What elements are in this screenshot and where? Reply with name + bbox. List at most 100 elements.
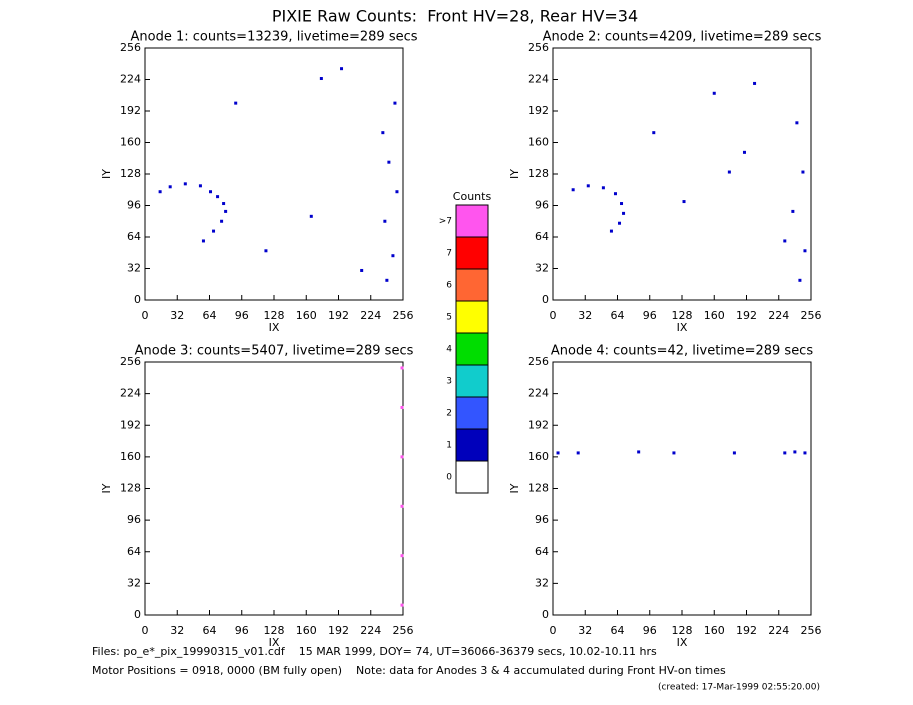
count-pixel	[224, 209, 228, 213]
count-pixel	[783, 239, 787, 243]
count-pixel	[216, 195, 220, 199]
colorbar-label: 0	[446, 473, 452, 483]
y-axis-label: IY	[508, 169, 521, 179]
footer-created: (created: 17-Mar-1999 02:55:20.00)	[658, 683, 820, 693]
x-tick-label: 160	[704, 624, 725, 637]
count-pixel	[168, 185, 172, 189]
x-tick-label: 192	[328, 309, 349, 322]
footer-files: Files: po_e*_pix_19990315_v01.cdf 15 MAR…	[92, 645, 657, 658]
y-tick-label: 192	[528, 104, 549, 117]
x-tick-label: 160	[296, 624, 317, 637]
y-tick-label: 160	[120, 136, 141, 149]
y-axis-label: IY	[100, 169, 113, 179]
count-pixel	[158, 190, 162, 194]
count-pixel	[360, 268, 364, 272]
count-pixel	[803, 249, 807, 253]
plot-frame	[144, 47, 404, 301]
count-pixel	[385, 278, 389, 282]
x-axis-label: IX	[269, 636, 280, 649]
y-tick-label: 32	[535, 576, 549, 589]
colorbar-label: 5	[446, 313, 452, 323]
y-tick-label: 0	[542, 293, 549, 306]
x-tick-label: 96	[643, 624, 657, 637]
count-pixel	[234, 101, 238, 105]
count-pixel	[393, 101, 397, 105]
y-tick-label: 64	[535, 545, 549, 558]
y-tick-label: 0	[134, 608, 141, 621]
count-pixel	[340, 67, 344, 71]
y-tick-label: 64	[127, 230, 141, 243]
panel-title: Anode 3: counts=5407, livetime=289 secs	[135, 344, 414, 359]
colorbar-label: 4	[446, 345, 452, 355]
count-pixel	[576, 451, 580, 455]
count-pixel	[400, 504, 404, 508]
count-pixel	[220, 219, 224, 223]
count-pixel	[753, 81, 757, 85]
x-tick-label: 256	[393, 309, 414, 322]
count-pixel	[803, 451, 807, 455]
x-tick-label: 224	[360, 624, 381, 637]
y-tick-label: 224	[528, 387, 549, 400]
count-pixel	[309, 214, 313, 218]
main-title: PIXIE Raw Counts: Front HV=28, Rear HV=3…	[272, 7, 638, 26]
y-tick-label: 256	[528, 41, 549, 54]
count-pixel	[212, 229, 216, 233]
x-tick-label: 192	[736, 624, 757, 637]
x-tick-label: 128	[264, 624, 285, 637]
x-tick-label: 128	[672, 309, 693, 322]
count-pixel	[712, 91, 716, 95]
x-tick-label: 32	[170, 309, 184, 322]
x-tick-label: 32	[578, 624, 592, 637]
colorbar-label: 7	[446, 249, 452, 259]
count-pixel	[571, 188, 575, 192]
x-tick-label: 224	[768, 309, 789, 322]
count-pixel	[801, 170, 805, 174]
count-pixel	[400, 603, 404, 607]
x-tick-label: 64	[203, 309, 217, 322]
count-pixel	[209, 190, 213, 194]
colorbar-label: 3	[446, 377, 452, 387]
y-tick-label: 32	[127, 262, 141, 275]
plot-frame	[552, 361, 812, 616]
count-pixel	[727, 170, 731, 174]
y-axis-label: IY	[508, 483, 521, 493]
x-tick-label: 0	[142, 309, 149, 322]
count-pixel	[387, 160, 391, 164]
x-tick-label: 192	[736, 309, 757, 322]
x-tick-label: 256	[393, 624, 414, 637]
count-pixel	[183, 182, 187, 186]
count-pixel	[198, 184, 202, 188]
x-axis-label: IX	[677, 321, 688, 334]
y-tick-label: 224	[528, 73, 549, 86]
y-tick-label: 192	[120, 104, 141, 117]
x-tick-label: 192	[328, 624, 349, 637]
count-pixel	[556, 451, 560, 455]
y-tick-label: 96	[127, 513, 141, 526]
count-pixel	[201, 239, 205, 243]
count-pixel	[798, 278, 802, 282]
plot-frame	[552, 47, 812, 301]
x-tick-label: 224	[360, 309, 381, 322]
count-pixel	[395, 190, 399, 194]
y-tick-label: 96	[535, 199, 549, 212]
y-tick-label: 128	[528, 167, 549, 180]
count-pixel	[400, 366, 404, 370]
count-pixel	[222, 202, 226, 206]
color-swatch	[455, 364, 489, 398]
y-tick-label: 224	[120, 73, 141, 86]
x-axis-label: IX	[677, 636, 688, 649]
count-pixel	[383, 219, 387, 223]
colorbar-label: 2	[446, 409, 452, 419]
y-tick-label: 32	[127, 576, 141, 589]
color-swatch	[455, 460, 489, 494]
y-tick-label: 128	[120, 167, 141, 180]
y-tick-label: 64	[127, 545, 141, 558]
colorbar-label: 1	[446, 441, 452, 451]
x-tick-label: 64	[203, 624, 217, 637]
count-pixel	[793, 450, 797, 454]
count-pixel	[795, 121, 799, 125]
count-pixel	[672, 451, 676, 455]
x-tick-label: 128	[264, 309, 285, 322]
color-swatch	[455, 396, 489, 430]
color-swatch	[455, 428, 489, 462]
